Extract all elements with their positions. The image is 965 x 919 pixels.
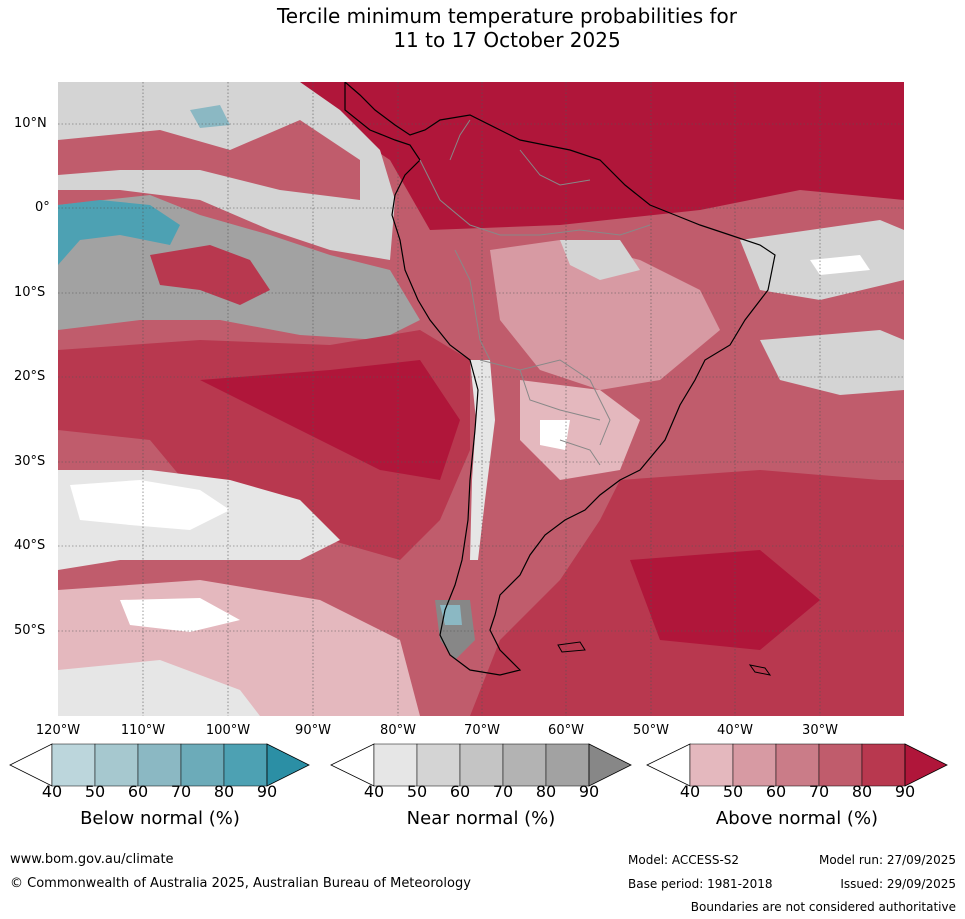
colorbar-above-bin-3	[775, 743, 820, 787]
colorbar-above-tick: 80	[851, 782, 873, 801]
country-boundaries	[419, 119, 651, 466]
lon-label-90w: 90°W	[295, 723, 331, 738]
colorbar-near-bin-3	[459, 743, 504, 787]
above-90-southeast-pacific	[200, 360, 460, 480]
colorbar-near-tick: 90	[578, 782, 600, 801]
white-south-pacific	[70, 480, 230, 530]
lon-label-70w: 70°W	[464, 723, 500, 738]
lon-label-110w: 110°W	[120, 723, 166, 738]
colorbar-above-bin-2	[732, 743, 777, 787]
lon-label-40w: 40°W	[717, 723, 753, 738]
colorbar-near-tick: 40	[363, 782, 385, 801]
colorbar-below-upper-arrow	[266, 743, 310, 787]
colorbar-above-bin-4	[818, 743, 863, 787]
colorbar-near-bin-1	[373, 743, 418, 787]
map-field	[58, 82, 904, 716]
colorbar-below-tick: 50	[84, 782, 106, 801]
colorbar-below-bin-4	[180, 743, 225, 787]
colorbar-below	[9, 743, 310, 787]
footer-disclaimer: Boundaries are not considered authoritat…	[690, 900, 956, 914]
colorbar-above-tick: 50	[722, 782, 744, 801]
footer-base-period: Base period: 1981-2018	[628, 877, 773, 891]
colorbar-near-tick: 80	[535, 782, 557, 801]
above-pacific-strip	[58, 120, 360, 200]
lat-label-50s: 50°S	[14, 623, 46, 638]
colorbar-below-bin-5	[223, 743, 268, 787]
colorbar-near-bin-5	[545, 743, 590, 787]
footer-model-run: Model run: 27/09/2025	[818, 853, 956, 867]
above-90-south-atlantic	[630, 550, 820, 650]
lat-label-10n: 10°N	[14, 116, 47, 131]
colorbar-below-bin-2	[94, 743, 139, 787]
title-line-2: 11 to 17 October 2025	[393, 28, 621, 52]
lon-label-50w: 50°W	[633, 723, 669, 738]
colorbar-above-tick: 70	[808, 782, 830, 801]
map-title: Tercile minimum temperature probabilitie…	[0, 4, 965, 52]
lon-label-120w: 120°W	[35, 723, 81, 738]
colorbar-above-bin-1	[689, 743, 734, 787]
white-patch-south	[120, 598, 240, 632]
colorbar-near-tick: 50	[406, 782, 428, 801]
title-line-1: Tercile minimum temperature probabilitie…	[276, 4, 738, 28]
near-normal-amazon	[560, 240, 640, 280]
white-atlantic-patch	[810, 255, 870, 275]
colorbar-near-tick: 60	[449, 782, 471, 801]
near-normal-tropical-atlantic	[760, 330, 904, 395]
colorbar-near-bin-4	[502, 743, 547, 787]
above-low-central	[520, 380, 640, 480]
colorbar-above-tick: 60	[765, 782, 787, 801]
lat-label-40s: 40°S	[14, 538, 46, 553]
colorbar-below-tick: 80	[213, 782, 235, 801]
colorbar-below-tick: 90	[256, 782, 278, 801]
footer-issued: Issued: 29/09/2025	[840, 877, 956, 891]
colorbar-near-tick: 70	[492, 782, 514, 801]
colorbar-above-tick: 40	[679, 782, 701, 801]
above-patch-pacific	[150, 245, 270, 305]
lat-label-30s: 30°S	[14, 454, 46, 469]
colorbar-above-upper-arrow	[904, 743, 948, 787]
colorbar-near-title: Near normal (%)	[406, 808, 556, 829]
footer-model: Model: ACCESS-S2	[628, 853, 740, 867]
lat-label-0: 0°	[35, 200, 50, 215]
footer-copyright: © Commonwealth of Australia 2025, Austra…	[10, 876, 471, 891]
colorbar-near-bin-2	[416, 743, 461, 787]
south-georgia-island	[748, 664, 772, 676]
colorbar-near-lower-arrow	[330, 743, 375, 787]
colorbar-near	[330, 743, 632, 787]
near-normal-far-south	[58, 660, 260, 716]
south-america-coastline	[344, 82, 776, 676]
colorbar-above-tick: 90	[894, 782, 916, 801]
above-90-north	[300, 82, 904, 230]
below-normal-pacific-patch	[58, 200, 180, 265]
colorbar-below-bin-3	[137, 743, 182, 787]
lon-label-30w: 30°W	[802, 723, 838, 738]
white-central-patch	[540, 420, 570, 450]
colorbar-below-bin-1	[51, 743, 96, 787]
colorbar-below-tick: 70	[170, 782, 192, 801]
lat-label-20s: 20°S	[14, 369, 46, 384]
colorbar-above-title: Above normal (%)	[715, 808, 879, 829]
colorbar-below-tick: 60	[127, 782, 149, 801]
footer-url[interactable]: www.bom.gov.au/climate	[10, 852, 174, 867]
lat-label-10s: 10°S	[14, 285, 46, 300]
above-continent-interior	[490, 240, 720, 390]
colorbar-near-upper-arrow	[588, 743, 632, 787]
colorbar-above-lower-arrow	[646, 743, 691, 787]
colorbar-above	[646, 743, 948, 787]
colorbar-above-bin-5	[861, 743, 906, 787]
lon-label-80w: 80°W	[380, 723, 416, 738]
colorbar-below-lower-arrow	[9, 743, 53, 787]
below-small-patch	[190, 105, 230, 128]
lon-label-100w: 100°W	[205, 723, 251, 738]
falkland-islands	[557, 641, 586, 653]
colorbar-below-title: Below normal (%)	[80, 808, 240, 829]
lon-label-60w: 60°W	[548, 723, 584, 738]
colorbar-below-tick: 40	[41, 782, 63, 801]
